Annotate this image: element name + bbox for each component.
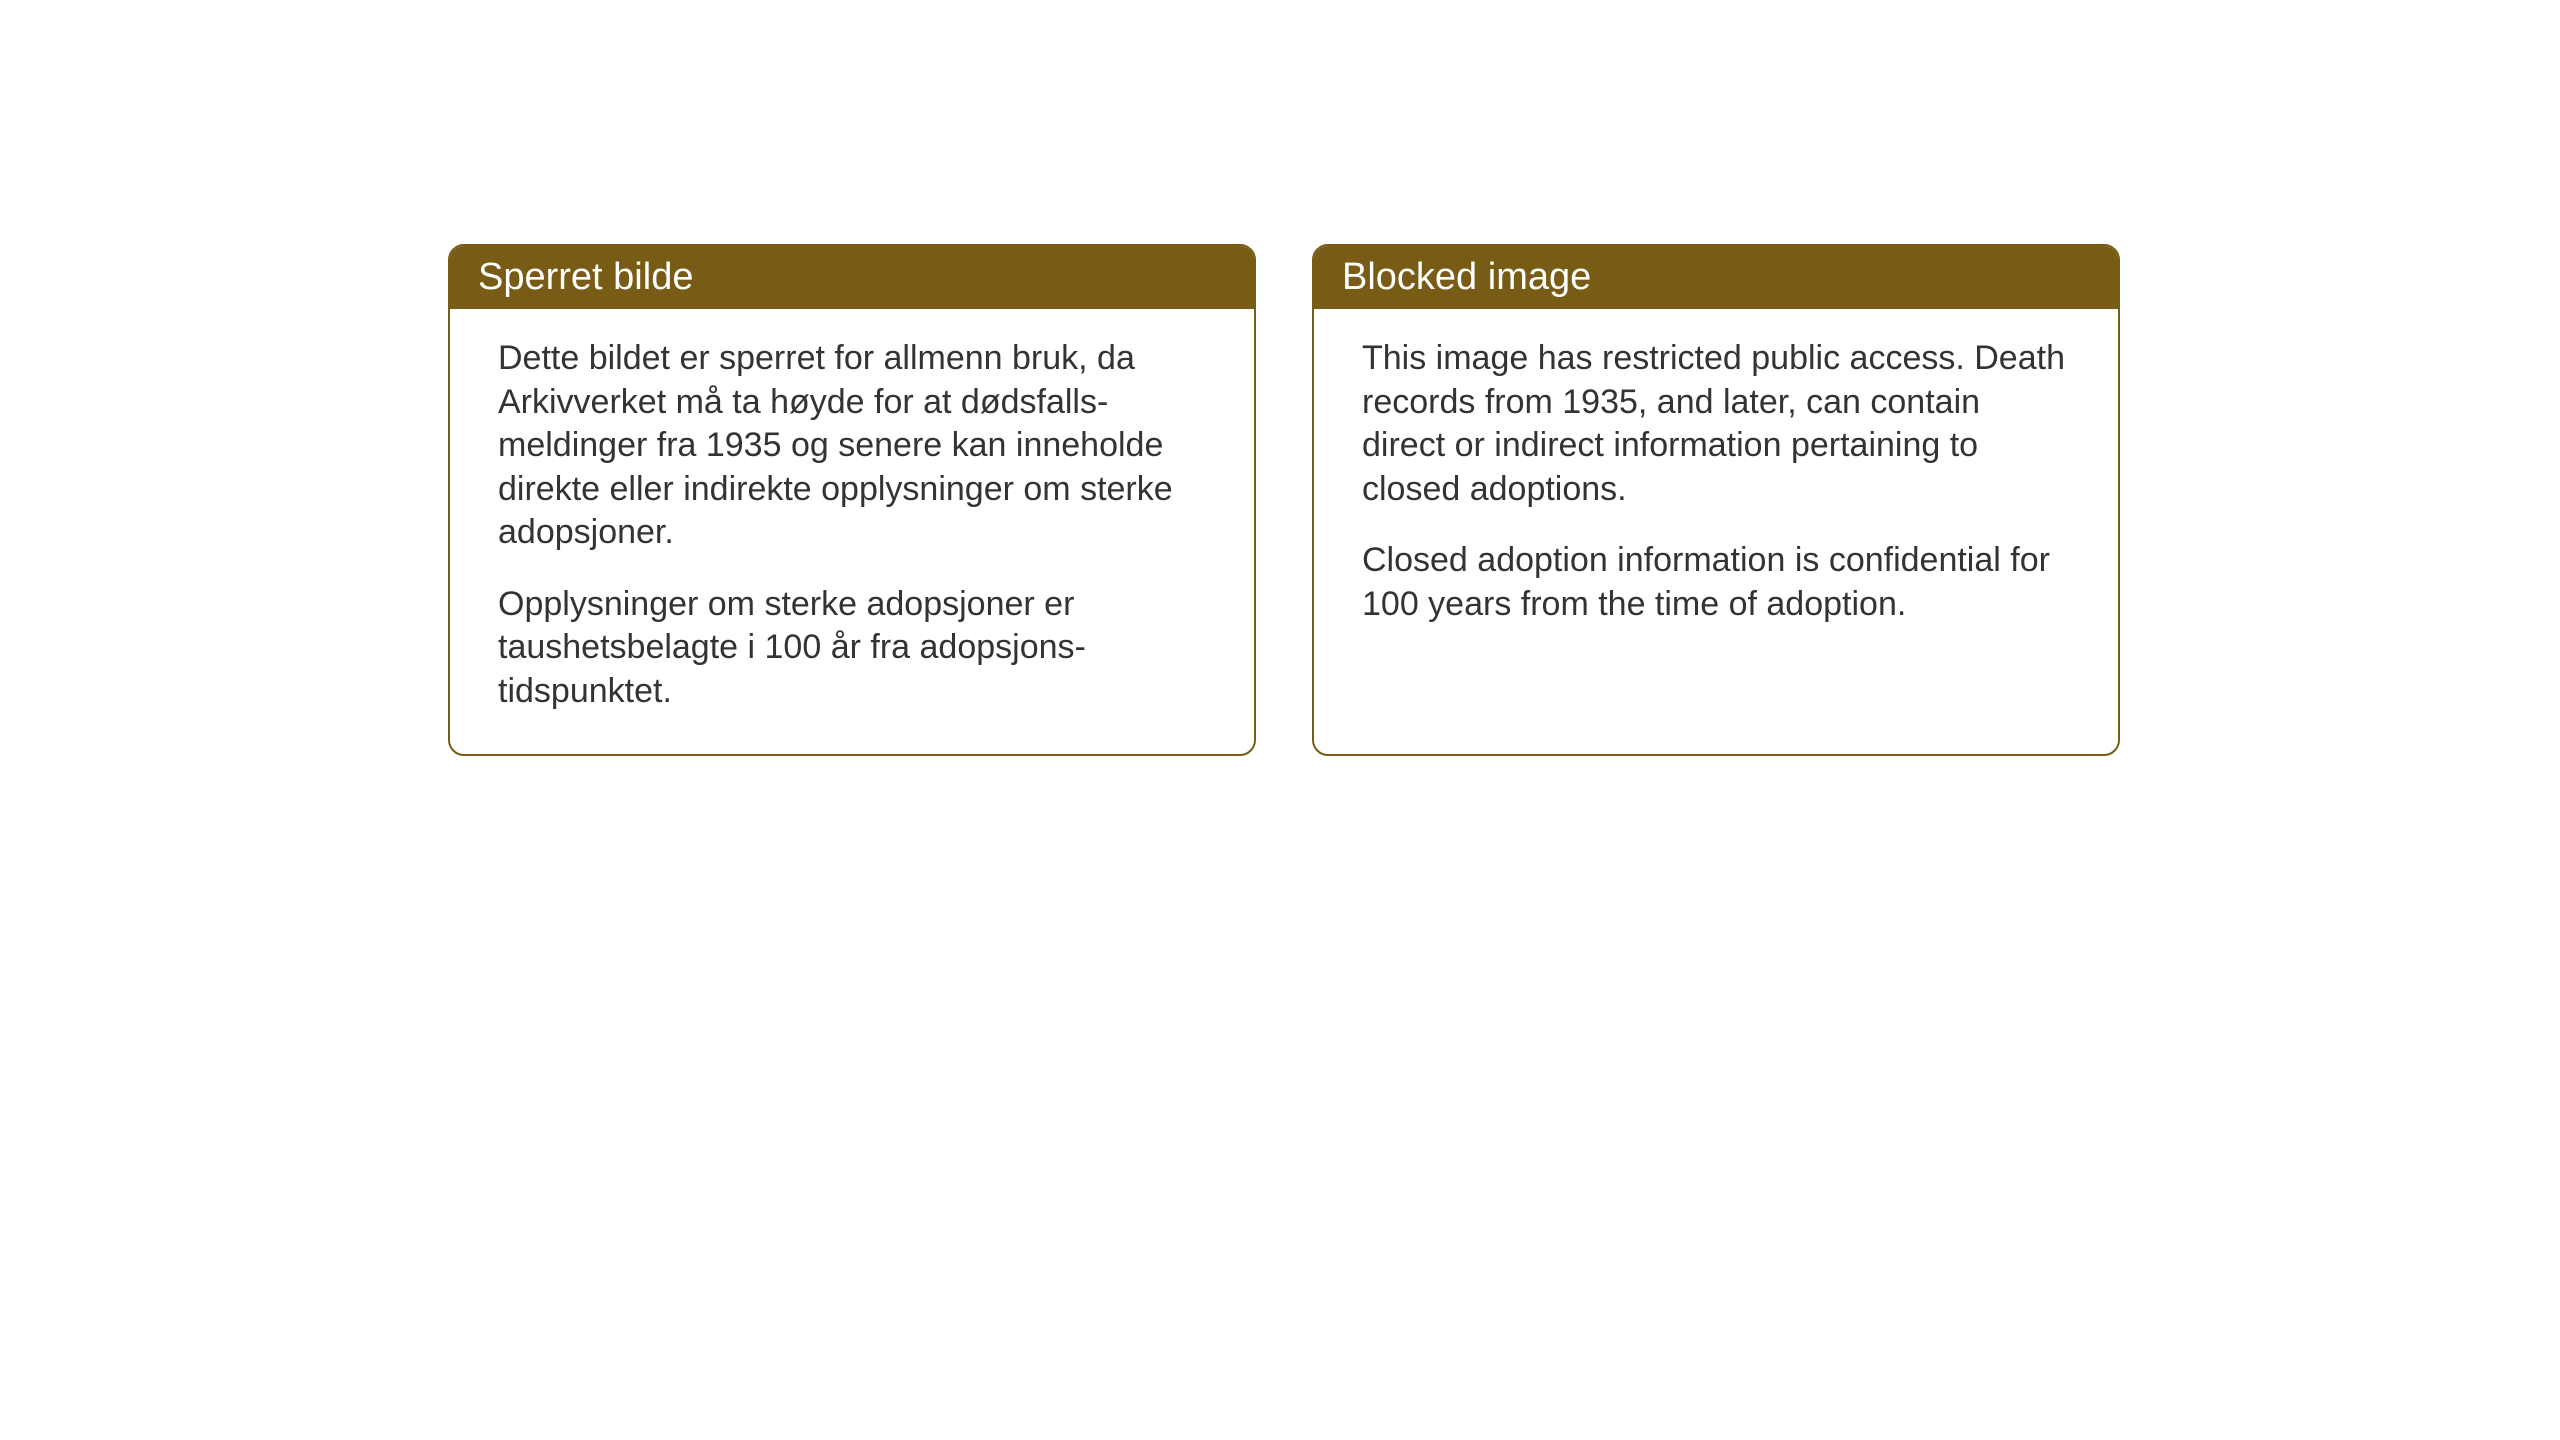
notice-title-english: Blocked image bbox=[1314, 246, 2118, 309]
notice-paragraph-1-english: This image has restricted public access.… bbox=[1362, 337, 2070, 511]
notice-body-norwegian: Dette bildet er sperret for allmenn bruk… bbox=[450, 309, 1254, 749]
notice-paragraph-2-norwegian: Opplysninger om sterke adopsjoner er tau… bbox=[498, 583, 1206, 714]
notice-container: Sperret bilde Dette bildet er sperret fo… bbox=[448, 244, 2120, 756]
notice-title-norwegian: Sperret bilde bbox=[450, 246, 1254, 309]
notice-body-english: This image has restricted public access.… bbox=[1314, 309, 2118, 662]
notice-card-norwegian: Sperret bilde Dette bildet er sperret fo… bbox=[448, 244, 1256, 756]
notice-paragraph-2-english: Closed adoption information is confident… bbox=[1362, 539, 2070, 626]
notice-paragraph-1-norwegian: Dette bildet er sperret for allmenn bruk… bbox=[498, 337, 1206, 555]
notice-card-english: Blocked image This image has restricted … bbox=[1312, 244, 2120, 756]
